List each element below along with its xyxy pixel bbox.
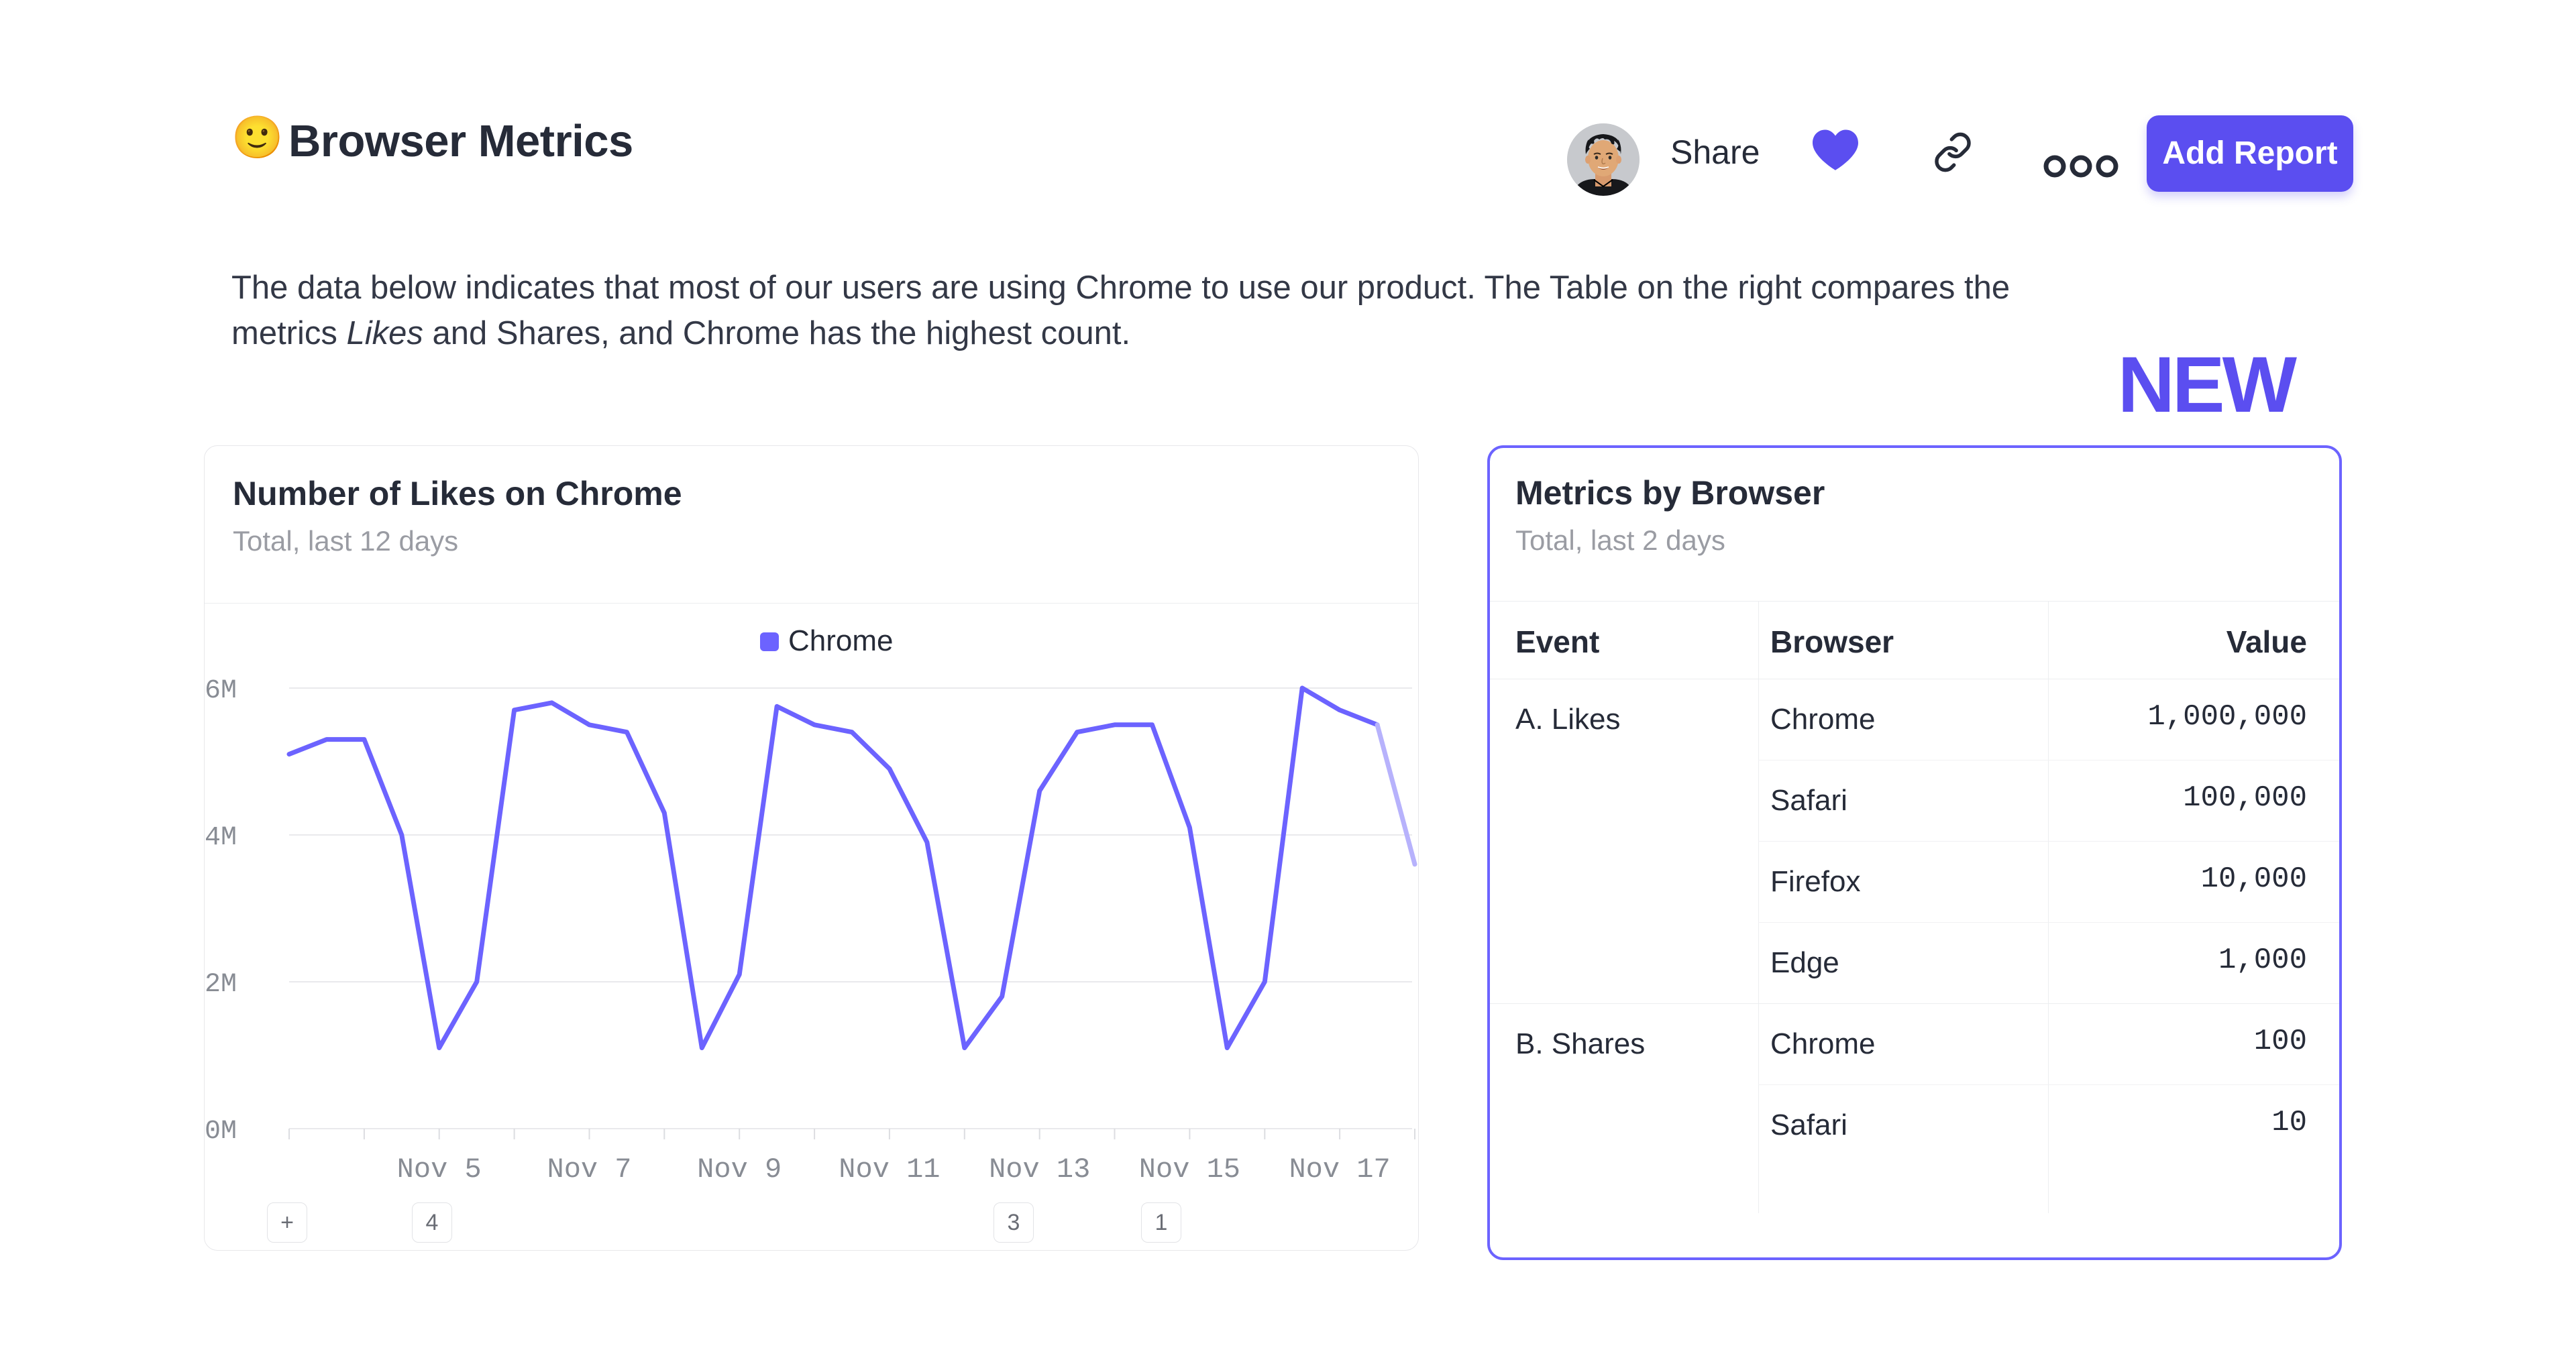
svg-text:4M: 4M <box>205 823 237 853</box>
svg-text:Nov 17: Nov 17 <box>1289 1153 1390 1186</box>
svg-text:Nov 9: Nov 9 <box>697 1153 782 1186</box>
svg-text:Nov 13: Nov 13 <box>989 1153 1090 1186</box>
svg-text:Nov 15: Nov 15 <box>1139 1153 1240 1186</box>
svg-text:Nov 7: Nov 7 <box>547 1153 631 1186</box>
svg-text:0M: 0M <box>205 1117 237 1147</box>
svg-text:2M: 2M <box>205 970 237 1000</box>
svg-text:Nov 5: Nov 5 <box>397 1153 482 1186</box>
svg-text:Nov 11: Nov 11 <box>839 1153 940 1186</box>
svg-text:6M: 6M <box>205 676 237 706</box>
